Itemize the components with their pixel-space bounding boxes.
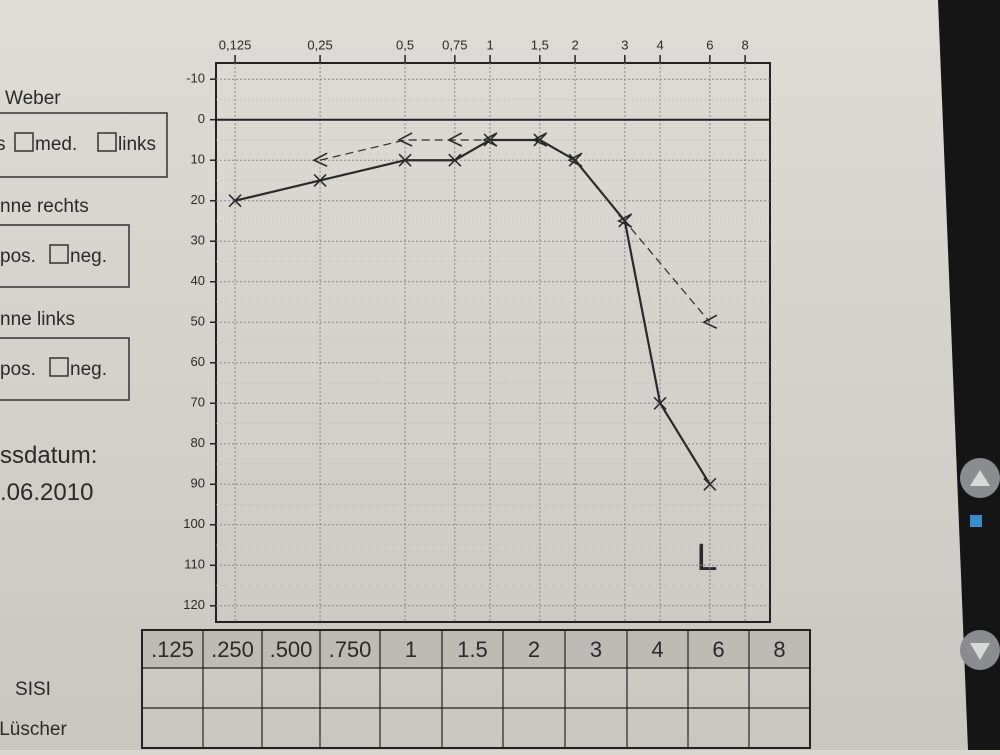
y-tick-label: 120 [183,597,205,612]
box [0,224,130,288]
x-tick-label: 2 [571,37,578,52]
device-edge [938,0,1000,750]
table-header: 1 [405,637,417,662]
marker [228,194,242,208]
marker [703,477,717,491]
marker [312,152,328,167]
annotation: L [696,537,717,579]
device-led [970,515,982,527]
checkbox [49,357,69,377]
y-tick-label: 30 [191,233,205,248]
y-tick-label: 10 [191,152,205,167]
checkbox [97,132,117,152]
label: nne rechts [0,196,89,217]
label: s [0,134,6,155]
marker [567,152,583,167]
table-header: .750 [329,637,372,662]
marker [447,132,463,147]
label: pos. [0,359,36,380]
label: neg. [70,359,107,380]
x-tick-label: 1,5 [531,37,549,52]
marker [398,153,412,167]
table-header: 1.5 [457,637,488,662]
y-tick-label: 110 [184,557,205,572]
label: links [118,134,156,155]
label: med. [35,134,77,155]
marker [532,132,548,147]
table-header: 8 [773,637,785,662]
data-line [319,139,711,323]
table-header: 2 [528,637,540,662]
x-tick-label: 0,25 [307,37,332,52]
x-tick-label: 4 [656,37,663,52]
marker [702,314,718,329]
row-label: SISI [15,679,51,700]
y-tick-label: 100 [183,516,205,531]
marker [653,396,667,410]
checkbox [14,132,34,152]
x-tick-label: 0,75 [442,37,467,52]
x-tick-label: 6 [706,37,713,52]
y-tick-label: 40 [191,273,205,288]
checkbox [49,244,69,264]
x-tick-label: 8 [741,37,748,52]
marker [482,132,498,147]
y-tick-label: 20 [191,192,205,207]
label: nne links [0,309,75,330]
marker [397,132,413,147]
row-label: Lüscher [0,719,67,740]
marker [448,153,462,167]
button-icon [970,643,990,660]
table-header: .125 [151,637,194,662]
label: neg. [70,246,107,267]
label: .06.2010 [0,479,93,506]
y-tick-label: 90 [191,476,205,491]
box [0,337,130,401]
label: Weber [5,88,61,109]
x-tick-label: 1 [486,37,493,52]
x-tick-label: 0,5 [396,37,414,52]
table-header: .250 [211,637,254,662]
button-icon [970,470,990,486]
y-tick-label: 70 [191,395,205,410]
label: pos. [0,246,36,267]
table-header: 3 [590,637,602,662]
table: .125 .250 .500 .750 1 1.5 2 3 4 6 8 SISI Lüscher [0,629,811,749]
marker [313,173,327,188]
table-header-bg [142,630,810,668]
x-tick-label: 0,125 [219,37,252,52]
y-tick-label: 80 [191,435,205,450]
y-tick-label: -10 [186,71,205,86]
marker [617,213,633,228]
box [0,112,168,178]
y-tick-label: 60 [191,354,205,369]
table-header: .500 [270,637,313,662]
table-header: 4 [651,637,663,662]
x-tick-label: 3 [621,37,628,52]
y-tick-label: 0 [198,111,205,126]
table-frame [141,629,811,749]
y-tick-label: 50 [191,314,205,329]
label: ssdatum: [0,442,97,469]
table-header: 6 [712,637,724,662]
